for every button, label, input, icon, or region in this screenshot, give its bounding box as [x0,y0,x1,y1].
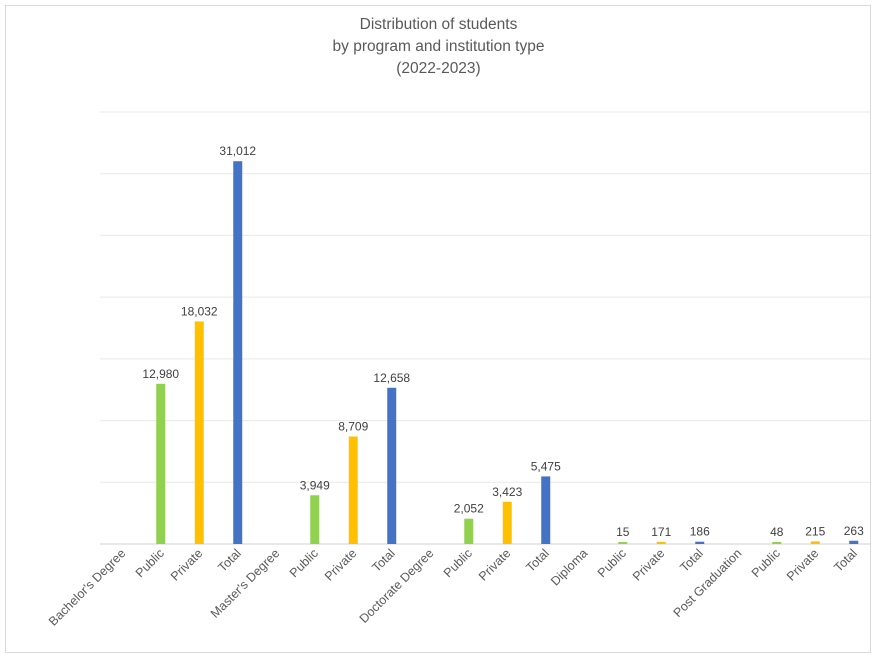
category-label: Private [476,546,513,583]
chart-title: Distribution of students by program and … [0,14,877,80]
chart-title-line-3: (2022-2023) [396,60,481,77]
group-label: Bachelor's Degree [46,546,128,628]
bar [541,476,551,544]
category-label: Total [677,546,706,575]
bar [156,383,166,544]
category-label: Private [168,546,205,583]
category-label: Total [215,546,244,575]
chart-title-line-2: by program and institution type [332,38,545,55]
chart-title-line-1: Distribution of students [359,16,518,33]
data-label: 12,980 [142,367,179,381]
bar [772,542,782,544]
bar [618,542,628,544]
group-label: Diploma [548,546,590,588]
data-label: 8,709 [338,420,368,434]
category-label: Total [369,546,398,575]
bar [656,541,666,544]
category-label: Private [630,546,667,583]
data-label: 18,032 [181,304,218,318]
category-label: Public [441,546,475,580]
category-label: Public [133,546,167,580]
category-label: Total [831,546,860,575]
data-label: 15 [616,525,630,539]
data-label: 3,949 [300,478,330,492]
bar [310,495,320,544]
group-label: Doctorate Degree [357,546,437,626]
category-label: Public [595,546,629,580]
data-label: 215 [805,524,825,538]
data-label: 5,475 [531,459,561,473]
category-label: Private [322,546,359,583]
data-label: 2,052 [454,502,484,516]
bar [695,541,705,544]
data-label: 186 [690,525,710,539]
data-label: 3,423 [492,485,522,499]
bar [502,501,512,544]
bar [810,541,820,544]
data-label: 12,658 [373,371,410,385]
group-label: Post Graduation [671,546,745,620]
bar [348,436,358,544]
data-label: 171 [651,525,671,539]
category-label: Public [749,546,783,580]
category-label: Private [784,546,821,583]
bar [464,518,474,544]
category-label: Public [287,546,321,580]
bar [194,321,204,544]
data-label: 263 [844,524,864,538]
bar [233,161,243,544]
data-label: 31,012 [219,144,256,158]
data-label: 48 [770,525,784,539]
bar [387,387,397,544]
category-label: Total [523,546,552,575]
group-label: Master's Degree [208,546,282,620]
bar [849,540,859,544]
chart-frame [5,5,871,653]
